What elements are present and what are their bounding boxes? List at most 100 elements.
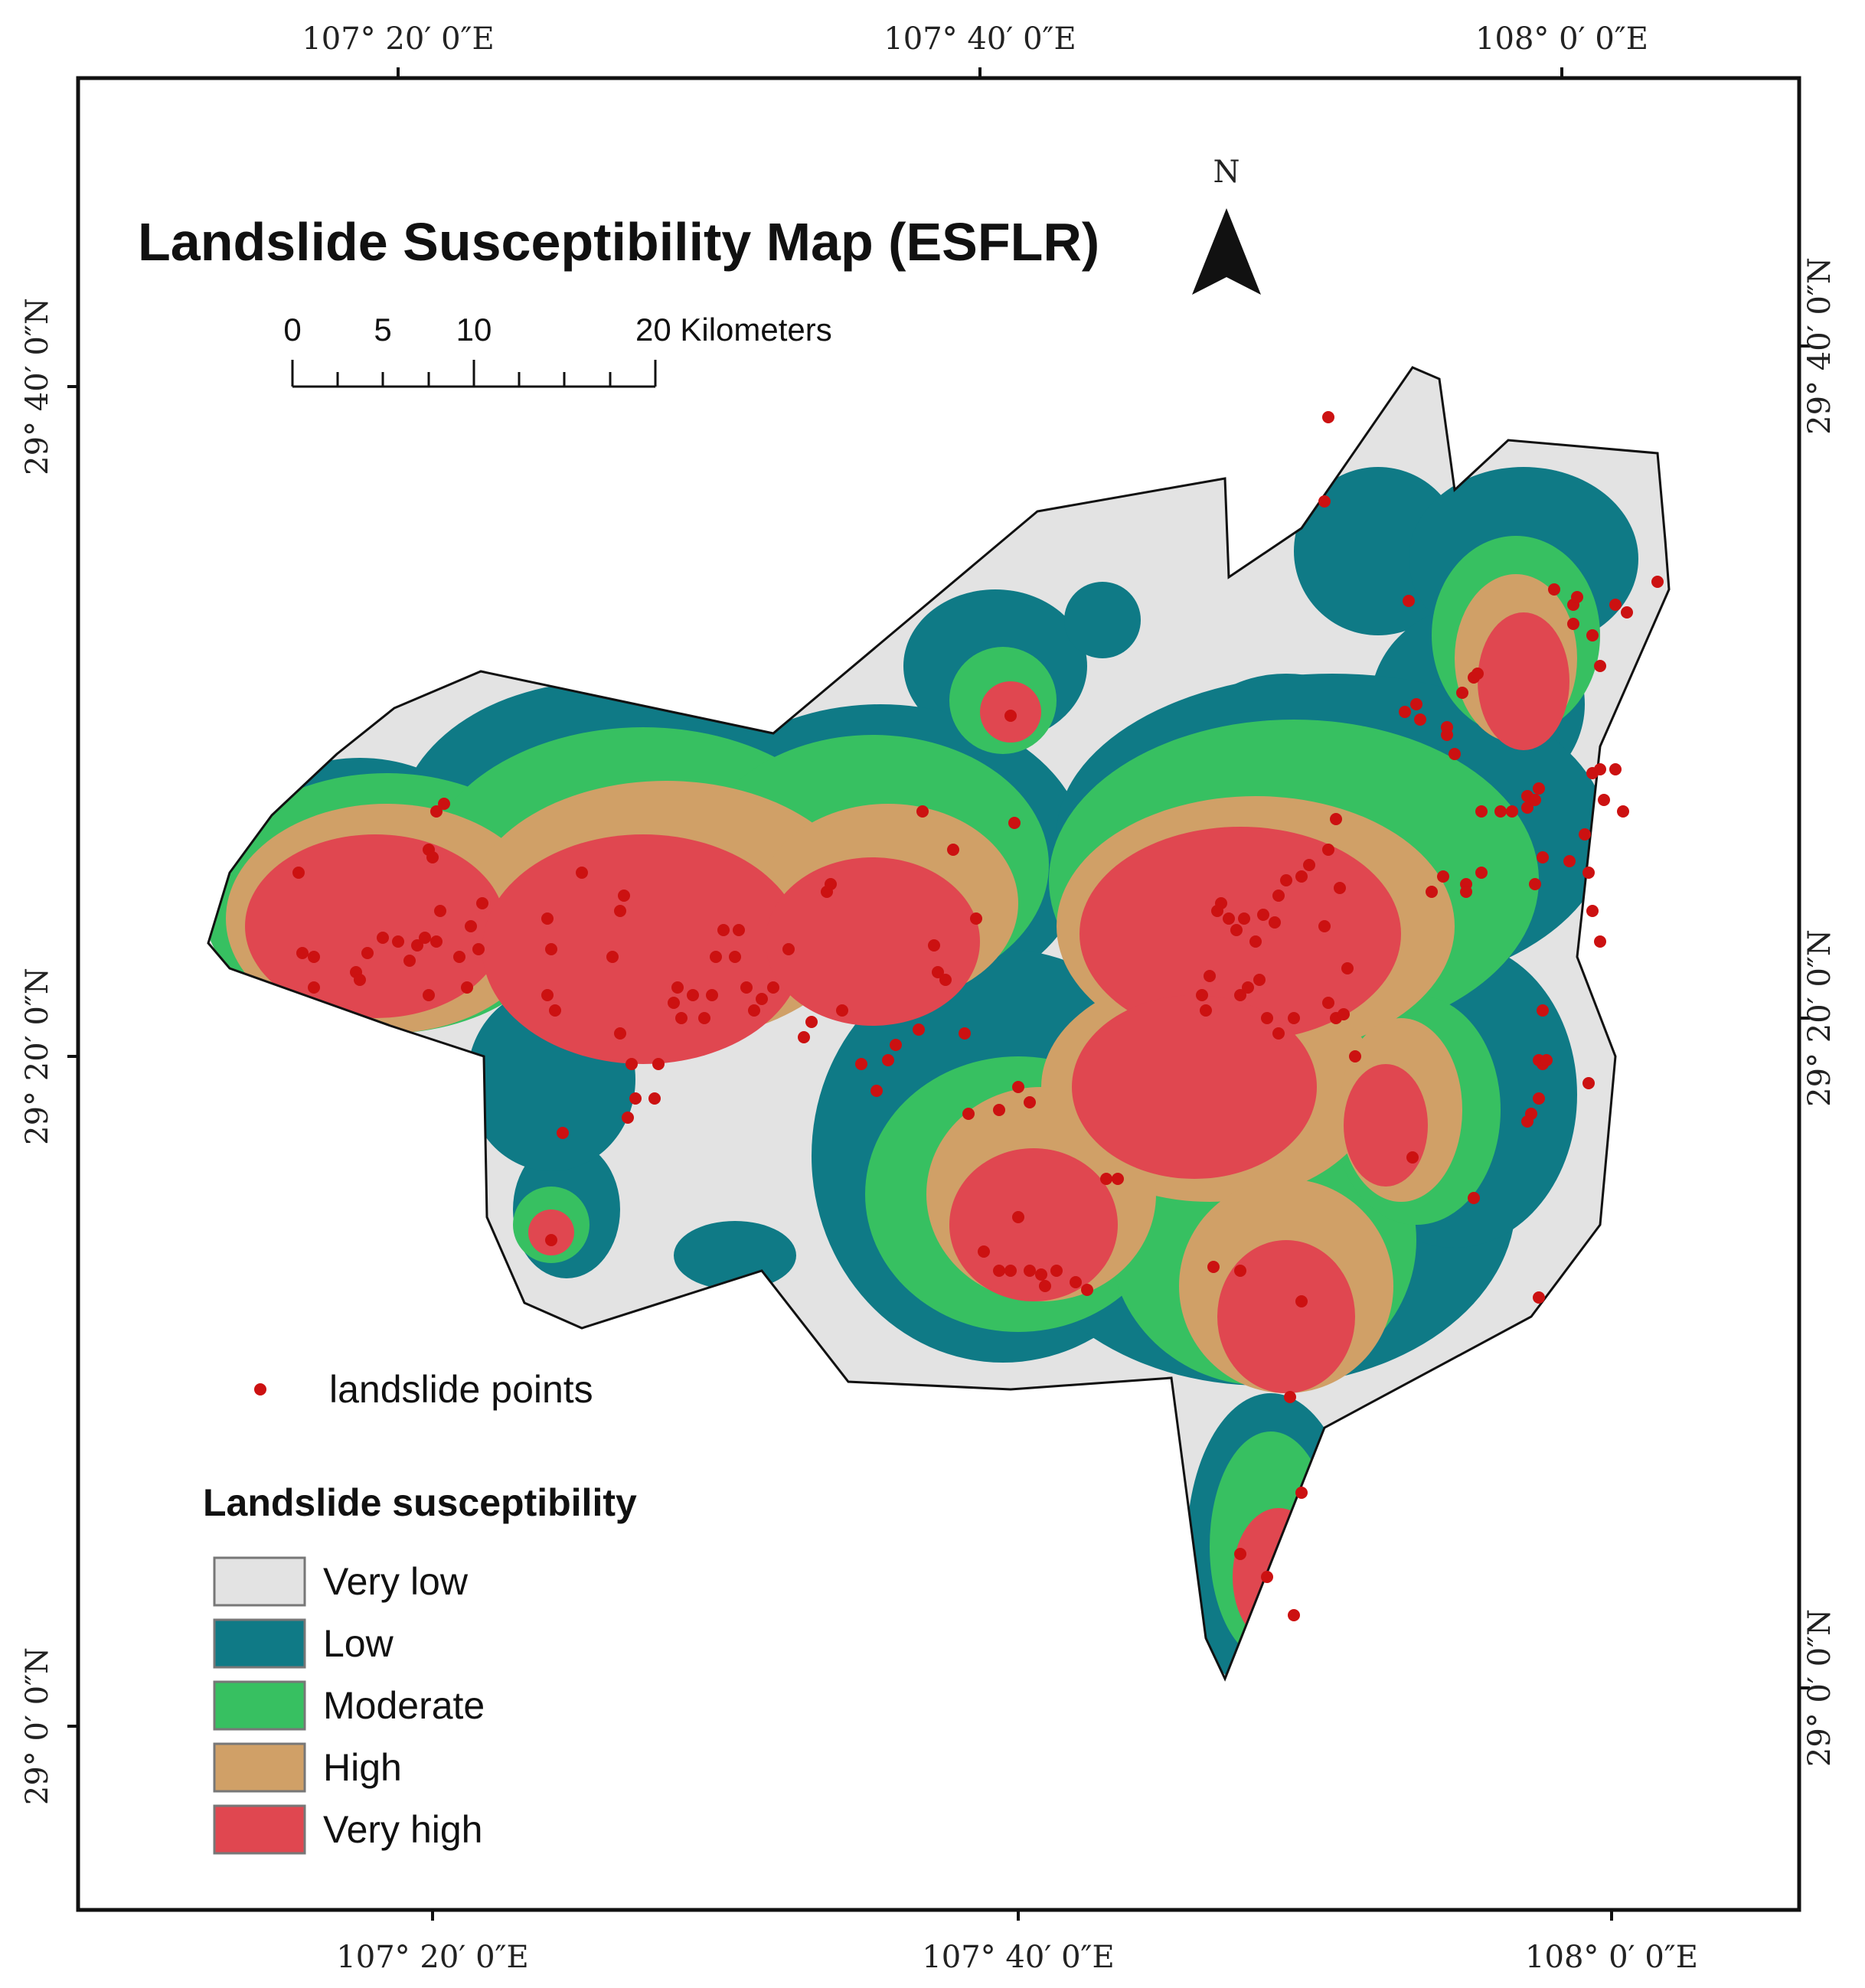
landslide-point (1506, 805, 1518, 818)
scale-label: 20 Kilometers (635, 312, 832, 348)
landslide-point (411, 939, 423, 952)
graticule-labels: 107° 20′ 0″E 107° 40′ 0″E 108° 0′ 0″E 10… (20, 21, 1837, 1975)
legend-label: Very high (323, 1808, 482, 1851)
landslide-point (1100, 1173, 1112, 1185)
landslide-point (1272, 890, 1285, 902)
landslide-point (1012, 1211, 1024, 1223)
landslide-point (434, 905, 446, 917)
landslide-point (1288, 1012, 1300, 1024)
legend-label: Moderate (323, 1684, 485, 1727)
landslide-point (1594, 763, 1606, 775)
landslide-point (1238, 912, 1250, 925)
north-arrow-icon (1192, 208, 1261, 295)
landslide-point (1579, 828, 1591, 841)
landslide-point (748, 1004, 760, 1017)
landslide-point (1223, 912, 1235, 925)
landslide-point (870, 1085, 883, 1097)
legend-title: Landslide susceptibility (203, 1481, 637, 1524)
landslide-point (1249, 935, 1262, 948)
landslide-point (928, 939, 940, 952)
landslide-point (1617, 805, 1629, 818)
landslide-point (1399, 706, 1411, 718)
landslide-point (392, 935, 404, 948)
landslide-point (1521, 801, 1533, 814)
landslide-point (354, 974, 366, 986)
landslide-point (1303, 859, 1315, 871)
landslide-point (978, 1245, 990, 1258)
landslide-point (419, 932, 431, 944)
points-legend-label: landslide points (329, 1368, 593, 1411)
landslide-point (932, 966, 944, 978)
landslide-point (1586, 629, 1599, 641)
landslide-point (890, 1039, 902, 1051)
landslide-point (1322, 997, 1334, 1009)
landslide-point (648, 1092, 661, 1105)
landslide-point (1456, 687, 1468, 699)
landslide-point (916, 805, 929, 818)
landslide-point (1598, 794, 1610, 806)
landslide-point (1295, 1295, 1308, 1307)
landslide-point (1288, 1609, 1300, 1621)
landslide-point (461, 981, 473, 994)
landslide-point (767, 981, 779, 994)
landslide-point (472, 943, 485, 955)
landslide-point (1257, 909, 1269, 921)
landslide-point (939, 974, 952, 986)
top-lon-label: 108° 0′ 0″E (1475, 21, 1648, 57)
landslide-point (1081, 1284, 1093, 1296)
landslide-point (1234, 1265, 1246, 1277)
landslide-point-symbol (254, 1383, 266, 1396)
landslide-point (1437, 870, 1449, 883)
landslide-point (671, 981, 684, 994)
landslide-point (423, 989, 435, 1001)
landslide-point (1234, 989, 1246, 1001)
landslide-point (698, 1012, 710, 1024)
landslide-point (625, 1058, 638, 1070)
landslide-point (1494, 805, 1507, 818)
scale-bar: 0 5 10 20 Kilometers (283, 312, 832, 388)
landslide-point (855, 1058, 867, 1070)
zone-very-high (245, 612, 1569, 1646)
landslide-point (1261, 1012, 1273, 1024)
landslide-point (959, 1027, 971, 1040)
landslide-point (1468, 1192, 1480, 1204)
landslide-point (292, 867, 305, 879)
landslide-point (652, 1058, 665, 1070)
landslide-point (308, 981, 320, 994)
landslide-point (1269, 916, 1281, 929)
legend-label: High (323, 1746, 402, 1789)
landslide-point (882, 1054, 894, 1066)
landslide-point (1272, 1027, 1285, 1040)
landslide-point (1529, 878, 1541, 890)
landslide-point (1334, 882, 1346, 894)
landslide-point (614, 905, 626, 917)
landslide-point (1529, 794, 1541, 806)
landslide-point (1204, 970, 1216, 982)
landslide-point (1004, 1265, 1017, 1277)
landslide-point (1533, 1291, 1545, 1304)
landslide-point (1070, 1276, 1082, 1288)
landslide-point (1234, 1548, 1246, 1560)
right-lat-label: 29° 40′ 0″N (1802, 257, 1837, 435)
scale-label: 5 (374, 312, 391, 348)
landslide-point (782, 943, 795, 955)
landslide-point (1322, 844, 1334, 856)
landslide-point (1322, 411, 1334, 423)
landslide-point (729, 951, 741, 963)
landslide-point (438, 798, 450, 810)
legend-swatch (213, 1804, 306, 1855)
landslide-point (545, 1234, 557, 1246)
landslide-point (1651, 576, 1664, 588)
landslide-point (476, 897, 488, 909)
landslide-point (361, 947, 374, 959)
landslide-point (1537, 1004, 1549, 1017)
landslide-point (1521, 1115, 1533, 1128)
bottom-lon-label: 107° 20′ 0″E (336, 1940, 528, 1975)
landslide-point (1533, 782, 1545, 795)
landslide-point (1200, 1004, 1212, 1017)
landslide-point (1475, 805, 1488, 818)
landslide-point (1207, 1261, 1220, 1273)
landslide-point (1215, 897, 1227, 909)
landslide-point (629, 1092, 642, 1105)
landslide-point (733, 924, 745, 936)
